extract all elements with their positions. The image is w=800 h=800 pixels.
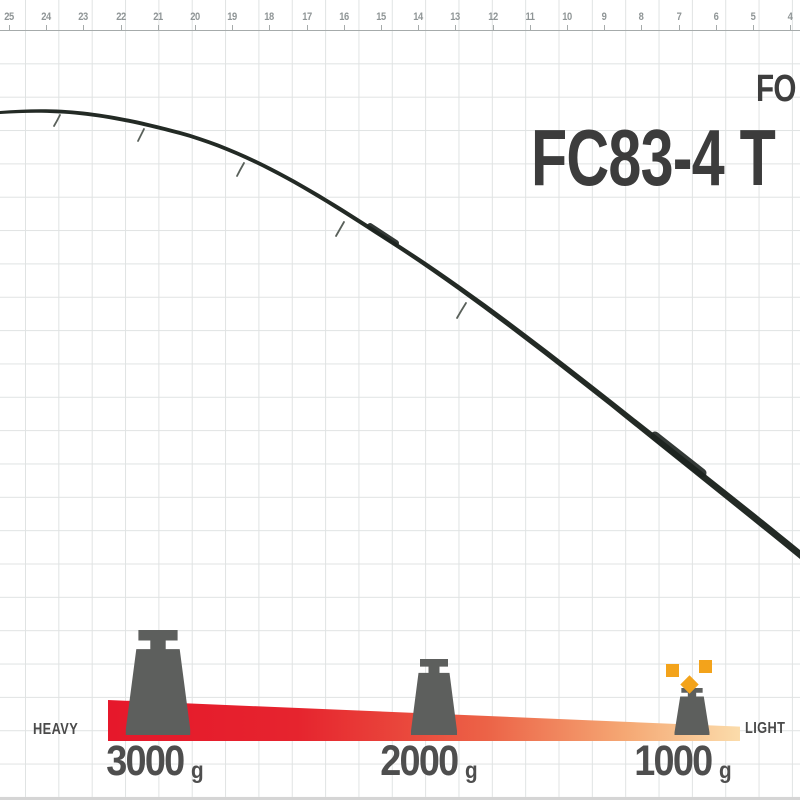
weight-grams: 3000 xyxy=(106,737,185,785)
rod-ferrule-joint xyxy=(367,223,399,246)
ruler-tick xyxy=(269,25,271,31)
ruler-number: 4 xyxy=(787,11,793,23)
ruler-number: 15 xyxy=(376,11,386,23)
ruler-tick xyxy=(753,25,754,31)
rod-guide-tick xyxy=(335,221,345,237)
ruler-number: 24 xyxy=(41,11,51,23)
weight-unit: g xyxy=(190,757,204,783)
rod-guides xyxy=(53,114,467,319)
ruler-tick xyxy=(715,25,717,31)
heavy-label: HEAVY xyxy=(33,721,79,738)
ruler-tick xyxy=(46,25,48,31)
ruler-tick xyxy=(120,25,122,31)
ruler-number: 22 xyxy=(115,11,126,23)
ruler-number: 14 xyxy=(413,11,423,23)
ruler-number: 5 xyxy=(750,11,756,23)
ruler-number: 18 xyxy=(264,11,275,23)
weight-icon xyxy=(409,659,459,735)
ruler-number: 16 xyxy=(339,11,349,23)
brand-text: FO xyxy=(756,68,796,110)
ruler-tick xyxy=(232,25,234,31)
ruler-axis-line xyxy=(0,30,800,31)
ruler-tick xyxy=(641,25,643,31)
ruler-tick xyxy=(492,25,494,31)
weight-icon xyxy=(123,630,193,735)
ruler-number: 13 xyxy=(450,11,461,23)
rod-guide-tick xyxy=(456,302,467,319)
weight-unit: g xyxy=(464,757,478,783)
ruler-number: 20 xyxy=(190,11,200,23)
ruler-number: 12 xyxy=(487,11,498,23)
ruler-number: 9 xyxy=(601,11,607,23)
highlight-marker xyxy=(662,658,716,694)
marker-square-icon xyxy=(666,664,679,677)
ruler-number: 6 xyxy=(713,11,719,23)
ruler-tick xyxy=(529,25,531,31)
weight-value-label: 1000 g xyxy=(601,740,761,783)
ruler-number: 21 xyxy=(153,11,163,23)
ruler-tick xyxy=(9,25,10,31)
ruler-tick xyxy=(418,25,420,31)
ruler-number: 19 xyxy=(227,11,237,23)
marker-diamond-icon xyxy=(680,675,699,694)
ruler-number: 11 xyxy=(525,11,535,23)
light-label: LIGHT xyxy=(745,720,786,737)
weight-unit: g xyxy=(718,757,732,783)
ruler-number: 7 xyxy=(676,11,681,23)
ruler-tick xyxy=(790,25,792,31)
rod-guide-tick xyxy=(53,114,61,127)
weight-icon xyxy=(673,688,711,735)
ruler-number: 8 xyxy=(639,11,644,23)
ruler-tick xyxy=(567,25,568,31)
weight-value-label: 3000 g xyxy=(73,740,233,783)
ruler-tick xyxy=(678,25,680,31)
rod-guide-tick xyxy=(236,162,245,177)
ruler-number: 25 xyxy=(4,11,14,23)
ruler-tick xyxy=(83,25,85,31)
rod-guide-tick xyxy=(137,128,145,142)
ruler-tick xyxy=(195,25,196,31)
bottom-border xyxy=(0,797,800,800)
ruler-tick xyxy=(306,25,308,31)
weight-grams: 2000 xyxy=(380,737,459,785)
ruler-number: 10 xyxy=(562,11,572,23)
ruler-tick xyxy=(604,25,606,31)
ruler-tick xyxy=(455,25,457,31)
weight-value-label: 2000 g xyxy=(347,740,507,783)
weight-grams: 1000 xyxy=(634,737,713,785)
rod-ferrule-joint xyxy=(650,431,707,478)
ruler-tick xyxy=(343,25,345,31)
ruler-number: 23 xyxy=(78,11,89,23)
ruler-number: 17 xyxy=(301,11,312,23)
ruler-tick xyxy=(157,25,159,31)
marker-square-icon xyxy=(699,660,712,673)
model-name-text: FC83-4 T xyxy=(531,113,776,202)
ruler-tick xyxy=(381,25,382,31)
